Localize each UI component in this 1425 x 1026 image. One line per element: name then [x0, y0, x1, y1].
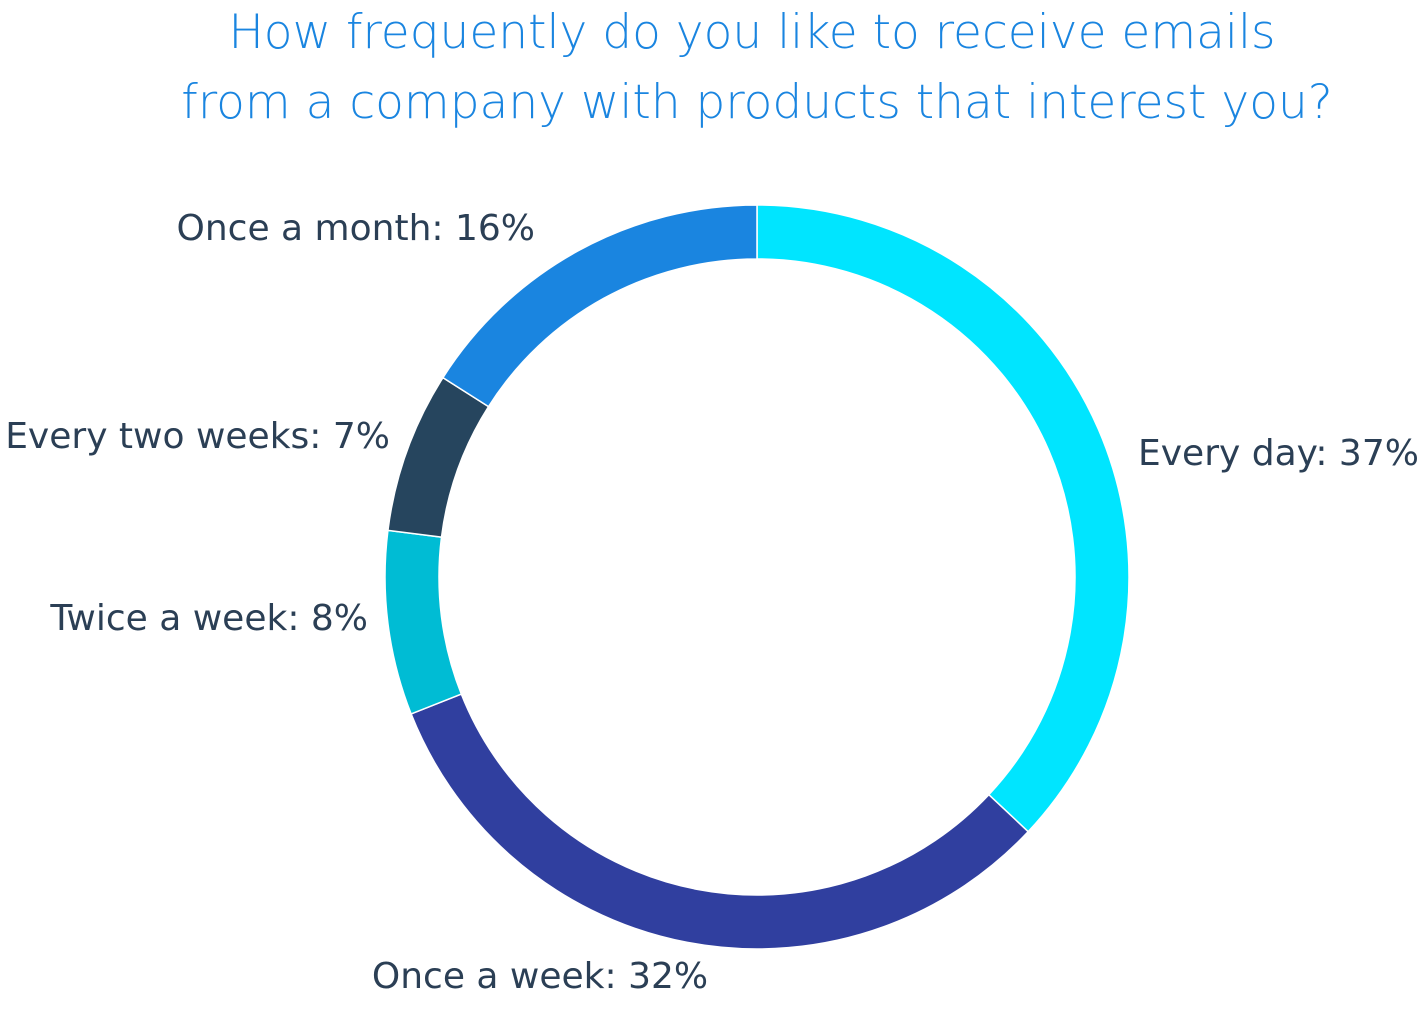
donut-segment — [410, 693, 1030, 950]
segment-label: Once a month: 16% — [177, 208, 535, 249]
donut-segment — [387, 376, 490, 538]
chart-title: from a company with products that intere… — [181, 75, 1332, 130]
donut-segment — [441, 204, 758, 408]
donut-segment — [384, 529, 463, 715]
chart-title: How frequently do you like to receive em… — [228, 5, 1275, 60]
segment-label: Once a week: 32% — [372, 956, 708, 997]
donut-segment — [756, 204, 1130, 833]
segment-label: Every two weeks: 7% — [5, 416, 390, 457]
segment-label: Twice a week: 8% — [49, 598, 368, 639]
segment-label: Every day: 37% — [1138, 433, 1419, 474]
